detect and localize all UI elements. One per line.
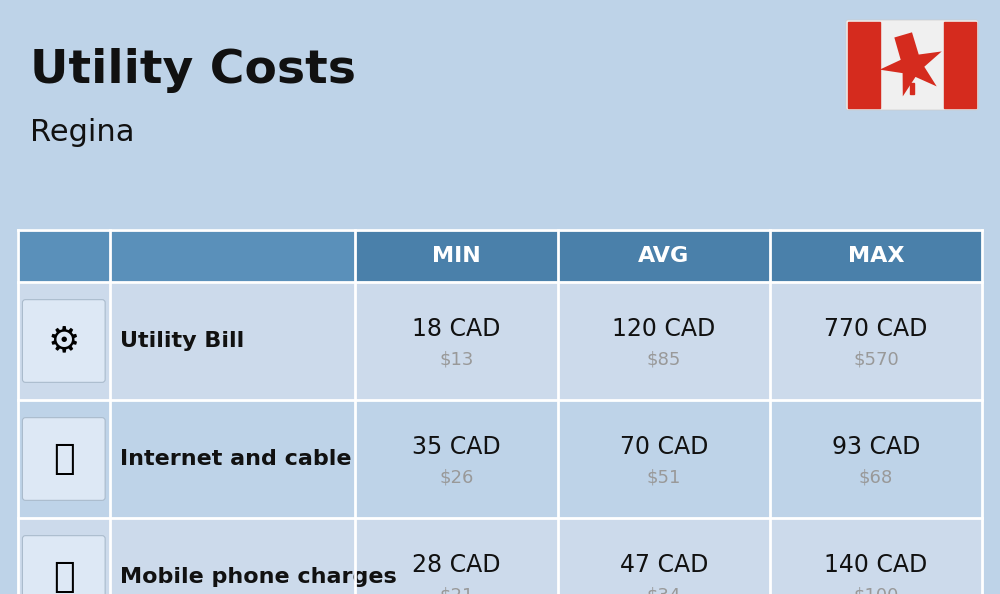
Text: 📶: 📶: [53, 442, 75, 476]
Text: ⚙: ⚙: [48, 324, 80, 358]
Bar: [18, 400, 982, 518]
Bar: [110, 230, 355, 282]
Text: 120 CAD: 120 CAD: [612, 317, 716, 341]
Text: $85: $85: [647, 351, 681, 369]
Text: 📱: 📱: [53, 560, 75, 594]
Text: $570: $570: [853, 351, 899, 369]
Text: $68: $68: [859, 469, 893, 487]
Text: Regina: Regina: [30, 118, 134, 147]
Text: $34: $34: [647, 587, 681, 594]
Text: $100: $100: [853, 587, 899, 594]
FancyBboxPatch shape: [22, 418, 105, 500]
Text: 28 CAD: 28 CAD: [412, 553, 501, 577]
Text: MIN: MIN: [432, 246, 481, 266]
FancyBboxPatch shape: [22, 536, 105, 594]
Text: Utility Costs: Utility Costs: [30, 48, 356, 93]
Bar: [910, 83, 914, 94]
Text: $13: $13: [439, 351, 474, 369]
Text: 35 CAD: 35 CAD: [412, 435, 501, 459]
Text: $51: $51: [647, 469, 681, 487]
Bar: [18, 282, 982, 400]
Text: Mobile phone charges: Mobile phone charges: [120, 567, 396, 587]
Polygon shape: [880, 32, 942, 96]
Bar: [18, 230, 110, 282]
Text: Internet and cable: Internet and cable: [120, 449, 351, 469]
Text: MAX: MAX: [848, 246, 904, 266]
FancyBboxPatch shape: [846, 20, 978, 110]
Text: AVG: AVG: [638, 246, 690, 266]
FancyBboxPatch shape: [22, 299, 105, 383]
Text: 770 CAD: 770 CAD: [824, 317, 928, 341]
Text: 140 CAD: 140 CAD: [824, 553, 928, 577]
Bar: [18, 518, 982, 594]
Bar: [18, 230, 982, 282]
Bar: [944, 22, 976, 108]
Bar: [848, 22, 880, 108]
Text: 93 CAD: 93 CAD: [832, 435, 920, 459]
Text: 70 CAD: 70 CAD: [620, 435, 708, 459]
Text: 18 CAD: 18 CAD: [412, 317, 501, 341]
Text: Utility Bill: Utility Bill: [120, 331, 244, 351]
Text: 47 CAD: 47 CAD: [620, 553, 708, 577]
Text: $21: $21: [439, 587, 474, 594]
Text: $26: $26: [439, 469, 474, 487]
